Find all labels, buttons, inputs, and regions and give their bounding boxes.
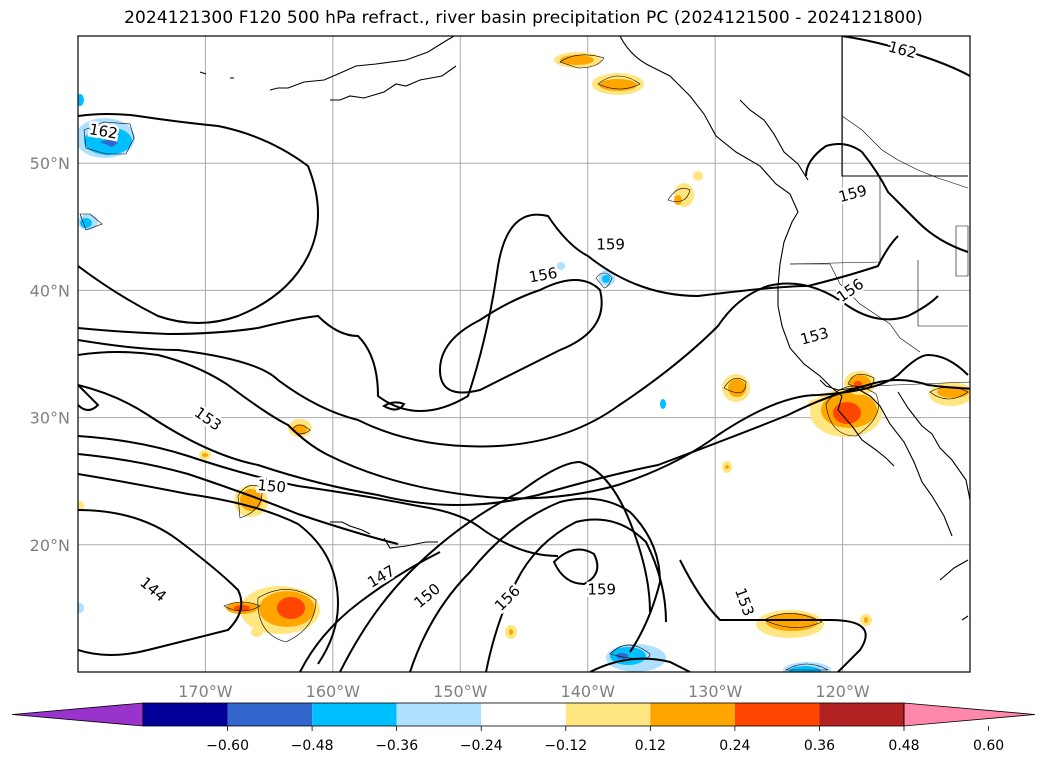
precip-outlines: [79, 54, 969, 671]
colorbar-tick-label: 0.36: [804, 738, 835, 754]
lat-tick-label: 20°N: [30, 536, 70, 555]
lat-tick-label: 50°N: [30, 154, 70, 173]
lon-tick-label: 140°W: [561, 682, 616, 701]
longitude-tick-labels: 170°W 160°W 150°W 140°W 130°W 120°W: [178, 682, 870, 701]
lon-tick-label: 130°W: [688, 682, 743, 701]
contour-159: [805, 143, 969, 253]
contour-162: [78, 113, 319, 324]
contour-147: [78, 453, 399, 545]
colorbar-frame: [142, 702, 905, 727]
contour-144: [78, 509, 243, 656]
contour-150: [78, 379, 970, 506]
colorbar-tick-label: −0.36: [375, 738, 418, 754]
contour-156: [78, 282, 939, 448]
plot-area: [78, 36, 970, 672]
latitude-tick-labels: 50°N 40°N 30°N 20°N: [30, 154, 70, 555]
borders: [789, 115, 970, 387]
lon-tick-label: 120°W: [815, 682, 870, 701]
colorbar-segment: [227, 703, 313, 726]
contour-144: [78, 473, 340, 665]
colorbar-segment: [565, 703, 651, 726]
contour-150: [589, 657, 691, 672]
colorbar-segment: [734, 703, 820, 726]
lat-tick-label: 30°N: [30, 409, 70, 428]
colorbar: −0.60 −0.48 −0.36 −0.24 −0.12 0.12 0.24 0.36 0.4…: [11, 702, 1036, 754]
colorbar-segment: [481, 703, 566, 726]
contour-159: [552, 548, 599, 586]
colorbar-segment: [396, 703, 482, 726]
colorbar-tick-label: 0.12: [635, 738, 666, 754]
contour-159: [78, 213, 899, 412]
plot-frame: [77, 35, 971, 673]
lon-tick-label: 150°W: [433, 682, 488, 701]
contour-label: 150: [257, 476, 287, 496]
contour-153: [409, 497, 662, 672]
lat-tick-label: 40°N: [30, 281, 70, 300]
map-title: 2024121300 F120 500 hPa refract., river …: [124, 8, 923, 28]
colorbar-segment: [650, 703, 735, 726]
contour-label: 159: [596, 236, 625, 254]
colorbar-tick-label: 0.24: [719, 738, 750, 754]
contour-150: [339, 460, 651, 672]
colorbar-segment: [819, 703, 904, 726]
contour-156: [438, 279, 603, 394]
colorbar-segment: [312, 703, 397, 726]
colorbar-segment: [143, 703, 228, 726]
colorbar-extend-low: [11, 702, 144, 727]
precip-shading: [78, 52, 970, 672]
lon-tick-label: 160°W: [306, 682, 361, 701]
colorbar-tick-label: −0.12: [544, 738, 587, 754]
contour-150: [78, 384, 100, 411]
colorbar-extend-high: [903, 702, 1036, 727]
lon-tick-label: 170°W: [178, 682, 233, 701]
colorbar-tick-label: 0.60: [973, 738, 1004, 754]
contour-153: [679, 559, 867, 672]
colorbar-tick-label: −0.24: [460, 738, 503, 754]
coastlines: [199, 36, 970, 621]
colorbar-tick-label: −0.60: [206, 738, 249, 754]
contour-162: [841, 36, 970, 77]
contour-label: 159: [587, 580, 616, 598]
height-contours: [78, 36, 970, 672]
contour-156: [485, 518, 667, 672]
contour-153: [78, 351, 969, 500]
contour-147: [78, 435, 559, 557]
colorbar-tick-label: −0.48: [291, 738, 334, 754]
colorbar-tick-label: 0.48: [888, 738, 919, 754]
